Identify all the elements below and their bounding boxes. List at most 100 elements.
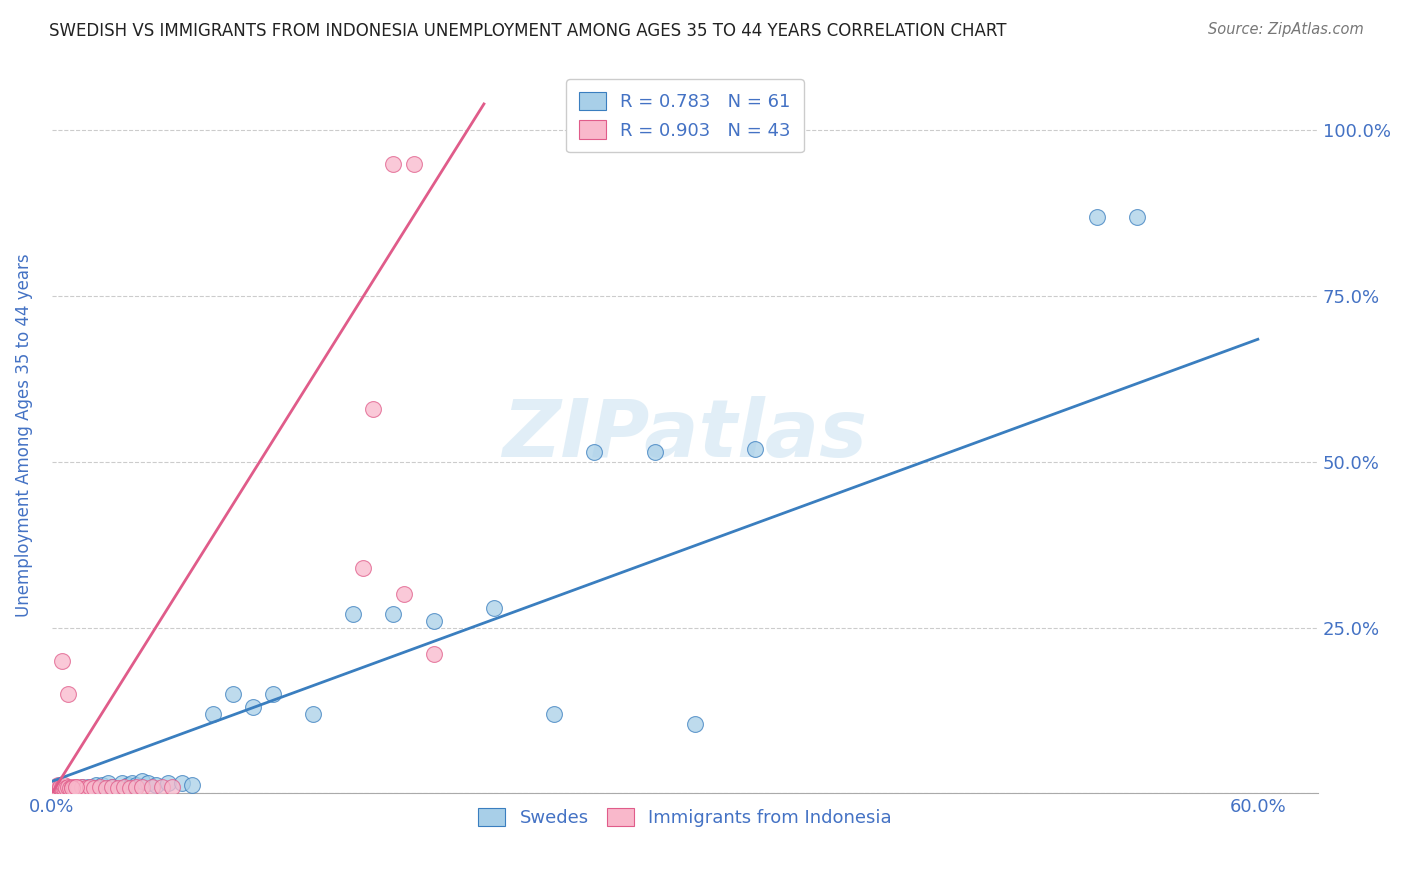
Point — [112, 780, 135, 794]
Point — [79, 780, 101, 794]
Point — [83, 780, 105, 795]
Point — [242, 700, 264, 714]
Point — [392, 587, 415, 601]
Point — [45, 780, 67, 795]
Point — [131, 780, 153, 794]
Point — [65, 780, 87, 794]
Point — [42, 783, 65, 797]
Legend: Swedes, Immigrants from Indonesia: Swedes, Immigrants from Indonesia — [471, 801, 898, 834]
Point — [141, 780, 163, 794]
Point — [65, 780, 87, 794]
Point — [56, 781, 79, 796]
Point — [382, 156, 405, 170]
Point — [49, 780, 72, 795]
Point — [66, 780, 89, 795]
Point — [262, 687, 284, 701]
Point — [51, 783, 73, 797]
Point — [172, 776, 194, 790]
Point — [60, 783, 83, 797]
Point — [125, 780, 148, 794]
Point — [77, 780, 100, 794]
Point — [1126, 210, 1149, 224]
Y-axis label: Unemployment Among Ages 35 to 44 years: Unemployment Among Ages 35 to 44 years — [15, 253, 32, 617]
Point — [51, 654, 73, 668]
Point — [120, 780, 142, 795]
Point — [221, 687, 243, 701]
Point — [402, 156, 425, 170]
Point — [46, 782, 69, 797]
Point — [42, 783, 65, 797]
Point — [46, 778, 69, 792]
Point — [125, 778, 148, 792]
Point — [111, 776, 134, 790]
Point — [56, 783, 79, 797]
Point — [482, 600, 505, 615]
Point — [70, 780, 93, 795]
Point — [422, 647, 444, 661]
Point — [94, 780, 117, 795]
Point — [55, 780, 77, 795]
Point — [66, 780, 89, 795]
Point — [59, 780, 82, 795]
Point — [52, 778, 75, 792]
Point — [60, 780, 83, 794]
Point — [56, 780, 79, 794]
Point — [59, 783, 82, 797]
Point — [49, 783, 72, 797]
Point — [363, 401, 385, 416]
Point — [583, 445, 606, 459]
Point — [131, 774, 153, 789]
Point — [51, 782, 73, 797]
Point — [46, 783, 69, 797]
Point — [744, 442, 766, 456]
Point — [45, 782, 67, 797]
Point — [121, 776, 143, 790]
Point — [80, 780, 103, 794]
Point — [46, 781, 69, 796]
Point — [1085, 210, 1108, 224]
Point — [56, 687, 79, 701]
Point — [51, 782, 73, 797]
Point — [60, 780, 83, 795]
Point — [101, 780, 124, 794]
Point — [51, 783, 73, 797]
Point — [136, 776, 159, 790]
Point — [55, 780, 77, 795]
Point — [70, 780, 93, 794]
Point — [201, 706, 224, 721]
Text: Source: ZipAtlas.com: Source: ZipAtlas.com — [1208, 22, 1364, 37]
Point — [55, 782, 77, 797]
Point — [52, 780, 75, 795]
Point — [63, 780, 86, 795]
Point — [60, 780, 83, 795]
Point — [45, 780, 67, 794]
Point — [73, 781, 96, 796]
Point — [49, 781, 72, 796]
Point — [52, 783, 75, 797]
Text: SWEDISH VS IMMIGRANTS FROM INDONESIA UNEMPLOYMENT AMONG AGES 35 TO 44 YEARS CORR: SWEDISH VS IMMIGRANTS FROM INDONESIA UNE… — [49, 22, 1007, 40]
Point — [49, 782, 72, 797]
Point — [644, 445, 666, 459]
Point — [382, 607, 405, 622]
Point — [181, 778, 204, 792]
Point — [107, 780, 129, 795]
Point — [89, 780, 111, 794]
Point — [352, 561, 374, 575]
Point — [69, 782, 91, 797]
Point — [75, 780, 97, 795]
Point — [157, 776, 180, 790]
Point — [91, 778, 114, 792]
Point — [97, 776, 120, 790]
Point — [84, 778, 107, 792]
Point — [51, 780, 73, 794]
Point — [45, 783, 67, 797]
Point — [422, 614, 444, 628]
Point — [65, 782, 87, 797]
Text: ZIPatlas: ZIPatlas — [502, 396, 868, 475]
Point — [55, 783, 77, 797]
Point — [63, 781, 86, 796]
Point — [683, 716, 706, 731]
Point — [117, 778, 139, 792]
Point — [543, 706, 565, 721]
Point — [162, 780, 184, 794]
